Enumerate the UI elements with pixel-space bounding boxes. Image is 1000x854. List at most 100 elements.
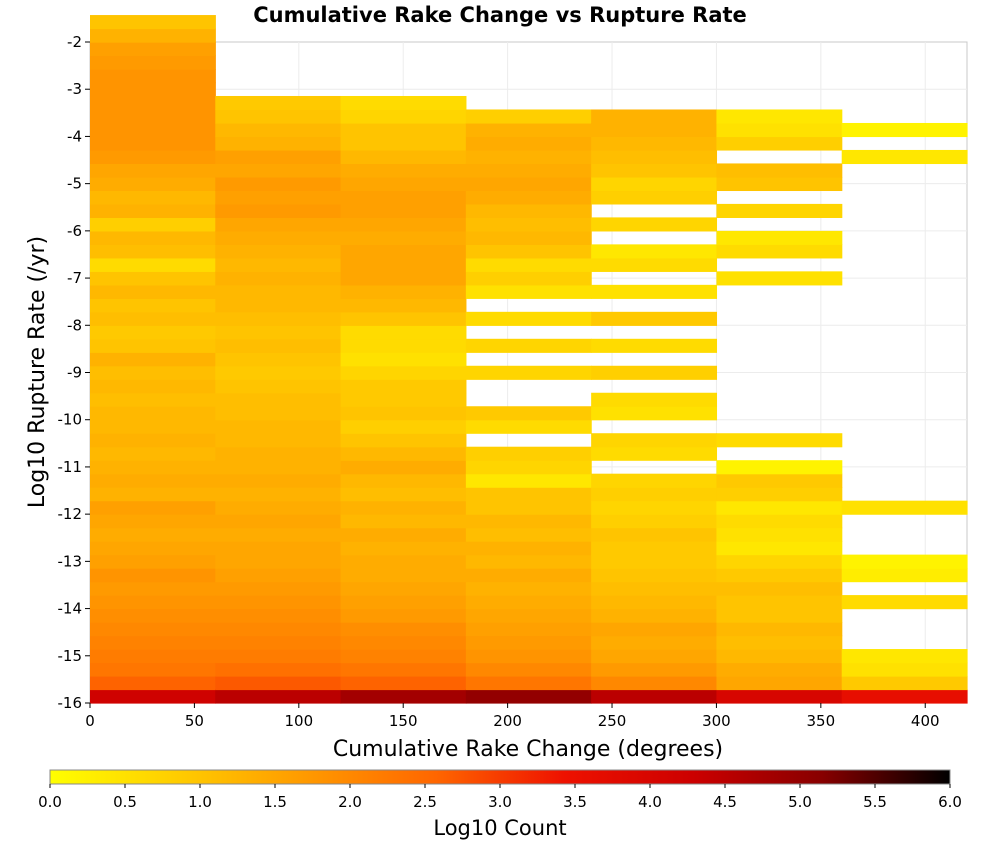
heatmap-cell xyxy=(340,163,467,178)
heatmap-cell xyxy=(340,541,467,556)
heatmap-cell xyxy=(591,311,718,326)
colorbar-tick-label: 2.5 xyxy=(413,793,437,811)
y-tick-label: -16 xyxy=(58,694,83,712)
heatmap-cell xyxy=(90,122,216,138)
heatmap-cell xyxy=(591,662,718,677)
heatmap-cell xyxy=(90,109,216,124)
heatmap-cell xyxy=(465,608,592,623)
heatmap-cell xyxy=(591,595,718,610)
heatmap-cell xyxy=(90,136,216,151)
heatmap-cell xyxy=(465,230,592,245)
heatmap-cell xyxy=(716,460,843,475)
heatmap-cell xyxy=(716,568,843,583)
heatmap-cell xyxy=(340,473,467,488)
heatmap-cell xyxy=(591,190,718,205)
heatmap-cell xyxy=(591,649,718,664)
heatmap-cell xyxy=(465,514,592,529)
heatmap-cell xyxy=(215,392,342,407)
colorbar-tick-label: 6.0 xyxy=(938,793,962,811)
y-axis-ticks: -2 -3 -4 -5 -6 -7 -8 -9 -10 -11 -12 -13 -14 -15 -16 xyxy=(58,33,90,712)
heatmap-cell xyxy=(465,622,592,637)
chart-title: Cumulative Rake Change vs Rupture Rate xyxy=(253,3,747,27)
y-tick-label: -5 xyxy=(67,175,82,193)
heatmap-cell xyxy=(340,581,467,596)
heatmap-cell xyxy=(215,122,342,138)
heatmap-cell xyxy=(90,311,216,326)
heatmap-cell xyxy=(716,473,843,488)
colorbar-tick-label: 3.5 xyxy=(563,793,587,811)
x-tick-label: 250 xyxy=(598,712,627,730)
heatmap-cell xyxy=(716,271,843,286)
heatmap-cell xyxy=(591,392,718,407)
y-tick-label: -11 xyxy=(58,458,83,476)
heatmap-cell xyxy=(716,230,843,245)
heatmap-cell xyxy=(340,554,467,569)
colorbar-tick-label: 3.0 xyxy=(488,793,512,811)
y-tick-label: -10 xyxy=(58,411,83,429)
heatmap-cell xyxy=(215,500,342,515)
y-tick-label: -8 xyxy=(67,316,82,334)
heatmap-cell xyxy=(215,581,342,596)
heatmap-cell xyxy=(465,176,592,192)
heatmap-cell xyxy=(215,325,342,340)
heatmap-cell xyxy=(465,203,592,218)
heatmap-cell xyxy=(90,392,216,407)
colorbar-ticks: 0.0 0.5 1.0 1.5 2.0 2.5 3.0 3.5 4.0 4.5 5.0 5.5 6.0 xyxy=(38,784,962,811)
heatmap-cell xyxy=(591,122,718,138)
heatmap-cell xyxy=(465,446,592,461)
heatmap-cell xyxy=(215,163,342,178)
heatmap-cell xyxy=(716,244,843,259)
heatmap-cell xyxy=(215,554,342,569)
heatmap-cell xyxy=(90,95,216,111)
heatmap-cell xyxy=(716,487,843,502)
heatmap-cell xyxy=(591,635,718,650)
heatmap-cell xyxy=(841,676,968,691)
heatmap-cell xyxy=(465,649,592,664)
heatmap-cell xyxy=(215,446,342,461)
heatmap-cell xyxy=(591,541,718,556)
heatmap-cell xyxy=(591,446,718,461)
y-tick-label: -4 xyxy=(67,127,82,145)
heatmap-cell xyxy=(716,608,843,623)
heatmap-cell xyxy=(340,514,467,529)
heatmap-cell xyxy=(90,217,216,232)
heatmap-cell xyxy=(90,257,216,272)
heatmap-cell xyxy=(340,352,467,367)
y-tick-label: -12 xyxy=(58,505,83,523)
heatmap-cell xyxy=(215,109,342,124)
x-axis-label: Cumulative Rake Change (degrees) xyxy=(333,737,723,762)
heatmap-cell xyxy=(90,284,216,299)
colorbar-tick-label: 5.5 xyxy=(863,793,887,811)
heatmap-cell xyxy=(716,163,843,178)
heatmap-cell xyxy=(90,69,216,84)
heatmap-cell xyxy=(591,176,718,192)
colorbar xyxy=(49,769,951,785)
heatmap-cell xyxy=(340,406,467,421)
heatmap-cell xyxy=(340,460,467,475)
heatmap-cell xyxy=(340,500,467,515)
heatmap-cell xyxy=(340,433,467,448)
heatmap-cell xyxy=(340,635,467,650)
heatmap-cell xyxy=(340,230,467,245)
heatmap-cell xyxy=(340,95,467,111)
heatmap-cell xyxy=(90,42,216,57)
heatmap-cell xyxy=(340,392,467,407)
colorbar-tick-label: 4.0 xyxy=(638,793,662,811)
heatmap-cell xyxy=(215,203,342,218)
heatmap-cell xyxy=(215,338,342,353)
heatmap-cell xyxy=(340,257,467,272)
heatmap-cell xyxy=(465,244,592,259)
x-axis-ticks: 0 50 100 150 200 250 300 350 400 xyxy=(85,703,940,730)
y-tick-label: -6 xyxy=(67,222,82,240)
y-tick-label: -2 xyxy=(67,33,82,51)
heatmap-cell xyxy=(215,311,342,326)
colorbar-tick-label: 0.5 xyxy=(113,793,137,811)
heatmap-cell xyxy=(465,257,592,272)
heatmap-cell xyxy=(215,568,342,583)
colorbar-tick-label: 5.0 xyxy=(788,793,812,811)
heatmap-cell xyxy=(591,622,718,637)
y-tick-label: -15 xyxy=(58,647,83,665)
heatmap-cell xyxy=(716,122,843,138)
heatmap-cell xyxy=(465,406,592,421)
